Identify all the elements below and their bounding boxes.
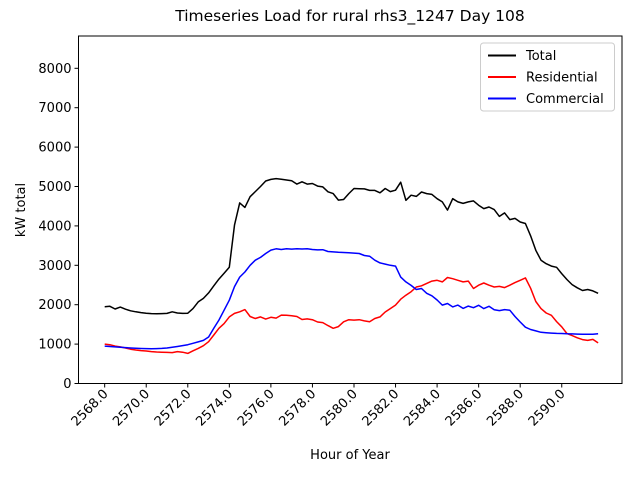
x-tick-label: 2576.0 <box>235 387 278 430</box>
series-commercial-line <box>104 248 599 350</box>
y-tick-label: 0 <box>63 377 71 392</box>
chart-title: Timeseries Load for rural rhs3_1247 Day … <box>174 7 525 26</box>
y-tick-label: 7000 <box>38 101 71 116</box>
x-tick-label: 2590.0 <box>526 387 569 430</box>
y-tick-label: 4000 <box>38 219 71 234</box>
x-tick-label: 2588.0 <box>484 387 527 430</box>
series-residential-line <box>104 276 599 355</box>
y-tick-label: 1000 <box>38 338 71 353</box>
x-tick-label: 2568.0 <box>69 387 112 430</box>
legend-box <box>480 42 615 112</box>
y-tick-label: 8000 <box>38 62 71 77</box>
y-tick-label: 2000 <box>38 298 71 313</box>
x-tick-label: 2574.0 <box>193 387 236 430</box>
series-total-line <box>104 177 599 315</box>
x-tick-label: 2580.0 <box>318 387 361 430</box>
y-tick-label: 6000 <box>38 141 71 156</box>
x-tick-label: 2586.0 <box>443 387 486 430</box>
x-tick-label: 2572.0 <box>152 387 195 430</box>
x-tick-label: 2584.0 <box>401 387 444 430</box>
y-axis-label: kW total <box>14 183 29 237</box>
x-tick-label: 2578.0 <box>276 387 319 430</box>
legend-commercial-label: Commercial <box>526 92 604 107</box>
x-tick-label: 2570.0 <box>110 387 153 430</box>
y-tick-label: 5000 <box>38 180 71 195</box>
legend-residential-label: Residential <box>526 71 598 86</box>
x-tick-label: 2582.0 <box>360 387 403 430</box>
plot-border <box>78 35 623 384</box>
legend: Total Residential Commercial <box>480 42 615 112</box>
y-tick-label: 3000 <box>38 259 71 274</box>
legend-total-label: Total <box>525 49 556 64</box>
x-axis-label: Hour of Year <box>310 448 390 463</box>
